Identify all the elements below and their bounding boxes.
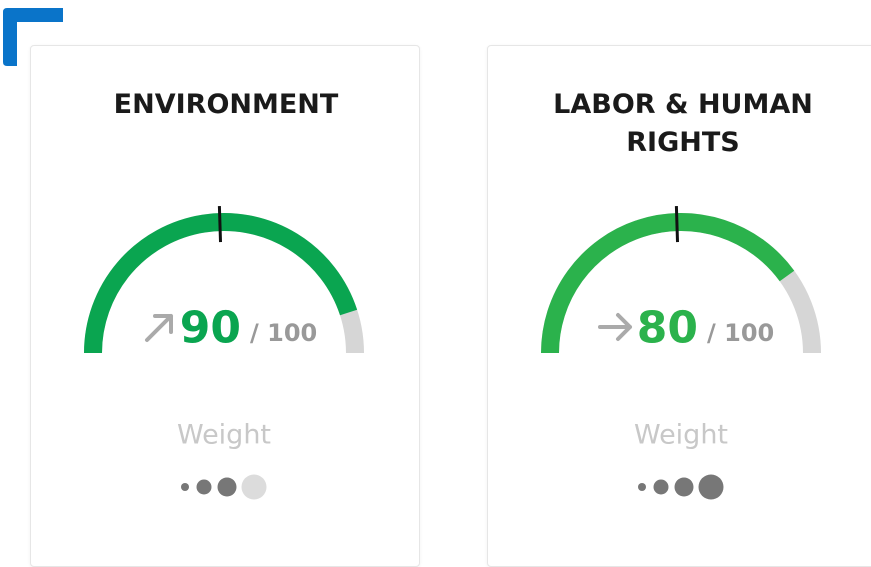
trend-arrow	[145, 314, 173, 342]
score-card: LABOR & HUMAN RIGHTS 80 / 100 Weight	[487, 45, 871, 567]
weight-dot	[638, 483, 646, 491]
score-max: / 100	[707, 319, 774, 347]
gauge-fill	[541, 213, 795, 354]
benchmark-tick	[217, 206, 223, 243]
gauge: 80 / 100 Weight	[541, 206, 821, 500]
score-value: 80	[637, 303, 698, 354]
corner-shape	[3, 8, 63, 66]
weight-label: Weight	[177, 420, 271, 451]
score-value: 90	[180, 303, 241, 354]
score-max: / 100	[250, 319, 317, 347]
weight-label: Weight	[634, 420, 728, 451]
score-card: ENVIRONMENT 90 / 100 Weight	[30, 45, 420, 567]
arrow-shape	[598, 313, 632, 341]
weight-dot	[674, 477, 694, 497]
weight-dot	[196, 479, 212, 495]
weight-dot	[653, 479, 669, 495]
weight-dot	[181, 483, 189, 491]
gauge: 90 / 100 Weight	[84, 206, 364, 500]
benchmark-tick	[674, 206, 680, 243]
card-title: LABOR & HUMAN RIGHTS	[553, 89, 813, 158]
gauge-fill	[84, 213, 358, 354]
weight-dot	[241, 474, 267, 500]
trend-arrow	[598, 313, 632, 341]
weight-dot	[698, 474, 724, 500]
arrow-shape	[145, 314, 173, 342]
page: ENVIRONMENT 90/ 100 Weight LABOR & HUMAN RI…	[3, 8, 871, 567]
weight-dot	[217, 477, 237, 497]
card-title: ENVIRONMENT	[113, 89, 339, 120]
corner-mark	[3, 8, 63, 66]
